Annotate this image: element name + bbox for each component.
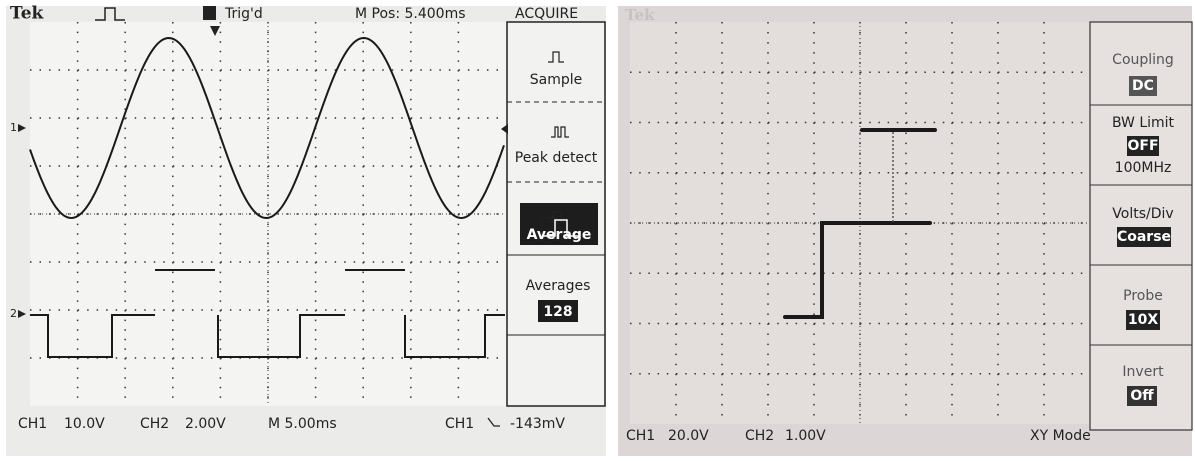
value-box: [538, 300, 578, 322]
status-text: 20.0V: [668, 428, 709, 444]
menu-option: Averages: [526, 278, 591, 294]
status-text: CH2: [745, 428, 774, 444]
average-icon: [543, 219, 579, 237]
menu-value: Coarse: [1117, 229, 1171, 245]
menu-detail: 100MHz: [1115, 160, 1172, 176]
value-box: [1117, 227, 1171, 247]
menu-label: BW Limit: [1112, 115, 1175, 131]
trigger-status: Trig'd: [224, 6, 263, 22]
menu-option: Sample: [530, 72, 583, 88]
slope-icon: [487, 417, 500, 427]
ch1-trace: [29, 36, 505, 220]
menu-label: Volts/Div: [1112, 206, 1173, 222]
status-text: XY Mode: [1030, 428, 1091, 444]
menu-label: Probe: [1123, 288, 1163, 304]
status-text: CH1: [18, 416, 47, 432]
menu-option: Peak detect: [515, 150, 598, 166]
status-text: M 5.00ms: [268, 416, 337, 432]
menu-value: DC: [1132, 78, 1154, 94]
menu-label: Invert: [1122, 364, 1164, 380]
channel-marker: 2: [10, 307, 17, 320]
channel-marker: 1: [10, 121, 17, 134]
menu-value: 128: [543, 304, 572, 320]
status-text: 1.00V: [785, 428, 826, 444]
value-box: [1127, 386, 1157, 406]
brand: Tek: [10, 4, 45, 24]
xy-trace: [783, 128, 937, 319]
trigger-icon: [203, 6, 216, 20]
menu-label: Coupling: [1112, 52, 1174, 68]
menu-value: OFF: [1127, 138, 1158, 154]
pulse-icon: [95, 7, 125, 21]
graticule-lines: [30, 22, 1090, 424]
status-text: -143mV: [510, 416, 565, 432]
value-box: [1129, 76, 1157, 96]
brand: Tek: [625, 6, 655, 24]
horizontal-position: M Pos: 5.400ms: [355, 6, 466, 22]
value-box: [1126, 310, 1160, 330]
value-box: [1127, 136, 1159, 156]
selected-option: [520, 203, 598, 245]
status-text: CH2: [140, 416, 169, 432]
ch2-trace: [30, 269, 505, 358]
menu-option: Average: [527, 227, 592, 243]
status-text: CH1: [626, 428, 655, 444]
status-text: CH1: [445, 416, 474, 432]
mode-icons: [536, 51, 569, 241]
trigger-marker: [210, 26, 220, 36]
status-text: 2.00V: [185, 416, 226, 432]
menu-value: 10X: [1128, 312, 1158, 328]
status-text: 10.0V: [64, 416, 105, 432]
menu-title: ACQUIRE: [515, 6, 578, 22]
menu-value: Off: [1130, 388, 1154, 404]
